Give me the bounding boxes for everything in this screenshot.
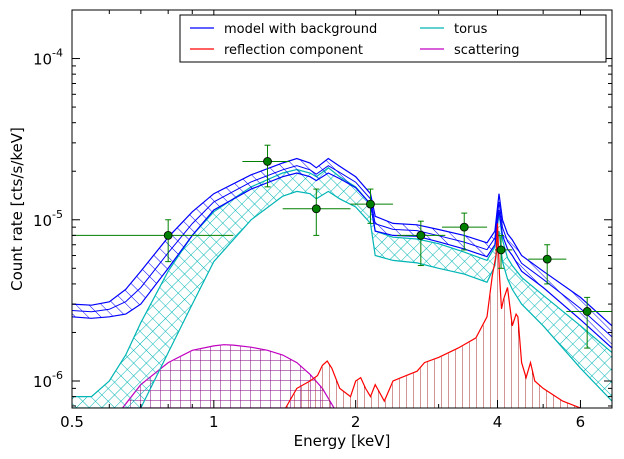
plot-frame bbox=[71, 9, 613, 409]
legend-label: scattering bbox=[454, 43, 520, 58]
x-tick-label: 4 bbox=[493, 413, 503, 431]
scattering-hatch-band bbox=[122, 344, 335, 408]
data-marker bbox=[311, 204, 321, 214]
reflection-component-upper-line bbox=[285, 223, 581, 408]
legend-label: reflection component bbox=[224, 43, 363, 58]
data-point bbox=[350, 188, 393, 224]
legend-label: model with background bbox=[224, 22, 377, 37]
legend: model with background torus reflection com… bbox=[179, 14, 607, 63]
data-point bbox=[528, 244, 567, 285]
data-point bbox=[442, 212, 487, 251]
data-point bbox=[282, 188, 351, 236]
data-marker bbox=[263, 157, 272, 166]
model-with-background-upper-line bbox=[72, 157, 612, 327]
y-tick-label: 10-5 bbox=[33, 208, 63, 230]
data-marker bbox=[459, 222, 469, 232]
x-tick-label: 6 bbox=[576, 413, 586, 431]
x-tick-label: 1 bbox=[209, 413, 219, 431]
legend-entry: torus bbox=[420, 22, 488, 37]
series-model-with-background bbox=[72, 157, 612, 349]
torus-lower-line bbox=[72, 190, 612, 408]
model-with-background-hatch-band bbox=[72, 158, 612, 349]
data-points-layer bbox=[72, 144, 612, 349]
data-marker bbox=[496, 245, 506, 255]
model-with-background-center-line bbox=[72, 165, 612, 338]
y-tick-label: 10-6 bbox=[33, 369, 63, 391]
legend-entry: scattering bbox=[420, 43, 520, 58]
ticks-layer: 0.5 1 2 4 6 10-6 10-5 10-4 bbox=[33, 9, 613, 431]
data-point bbox=[494, 234, 513, 269]
data-marker bbox=[416, 230, 426, 240]
legend-entry: model with background bbox=[190, 22, 377, 37]
torus-hatch-band bbox=[72, 167, 612, 408]
x-tick-label: 0.5 bbox=[60, 413, 84, 431]
y-axis-label: Count rate [cts/s/keV] bbox=[8, 127, 26, 291]
legend-box bbox=[179, 14, 607, 63]
reflection-component-hatch-band bbox=[285, 223, 581, 408]
y-tick-label: 10-4 bbox=[33, 47, 63, 69]
data-point bbox=[72, 219, 234, 263]
data-point bbox=[242, 144, 290, 188]
series-scattering bbox=[122, 344, 335, 408]
scattering-upper-line bbox=[122, 344, 335, 408]
data-marker bbox=[366, 199, 375, 209]
data-marker bbox=[163, 230, 173, 240]
data-marker bbox=[542, 254, 552, 264]
data-point bbox=[397, 220, 446, 267]
legend-label: torus bbox=[454, 22, 488, 37]
series-layer bbox=[72, 157, 612, 408]
model-with-background-lower-line bbox=[72, 172, 612, 349]
data-marker bbox=[582, 307, 592, 316]
x-tick-label: 2 bbox=[351, 413, 361, 431]
series-reflection-component bbox=[285, 223, 581, 408]
legend-entry: reflection component bbox=[190, 43, 363, 58]
data-point bbox=[566, 296, 612, 349]
x-axis-label: Energy [keV] bbox=[294, 432, 391, 450]
